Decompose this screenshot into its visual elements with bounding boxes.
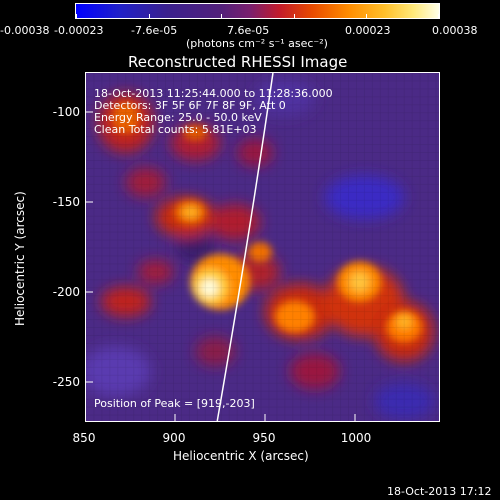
y-tick-label: -100 (52, 105, 80, 119)
x-axis-label: Heliocentric X (arcsec) (173, 449, 309, 463)
colorbar-tick-label: 0.00038 (432, 24, 478, 37)
peak-position-label: Position of Peak = [919,-203] (94, 397, 255, 410)
solar-limb-line (216, 73, 274, 421)
info-line: Energy Range: 25.0 - 50.0 keV (94, 111, 262, 124)
y-tick-label: -250 (52, 375, 80, 389)
y-tick-label: -150 (52, 195, 80, 209)
timestamp: 18-Oct-2013 17:12 (387, 485, 492, 498)
info-line: Detectors: 3F 5F 6F 7F 8F 9F, Att 0 (94, 99, 286, 112)
info-line: Clean Total counts: 5.81E+03 (94, 123, 257, 136)
y-tick-label: -200 (52, 285, 80, 299)
colorbar-unit-label: (photons cm⁻² s⁻¹ asec⁻²) (186, 37, 328, 50)
plot-title: Reconstructed RHESSI Image (128, 53, 348, 71)
image-plot: 18-Oct-2013 11:25:44.000 to 11:28:36.000… (85, 72, 440, 422)
y-axis-label: Heliocentric Y (arcsec) (13, 191, 27, 326)
colorbar-tick-label: -0.00023 (54, 24, 104, 37)
x-tick-label: 850 (72, 431, 96, 445)
x-tick-label: 950 (252, 431, 276, 445)
info-line: 18-Oct-2013 11:25:44.000 to 11:28:36.000 (94, 87, 333, 100)
x-tick-label: 900 (162, 431, 186, 445)
colorbar (75, 3, 440, 19)
colorbar-tick-label: 0.00023 (345, 24, 391, 37)
colorbar-tick-label: 7.6e-05 (227, 24, 270, 37)
colorbar-tick-label: -7.6e-05 (131, 24, 178, 37)
colorbar-tick-label: -0.00038 (0, 24, 50, 37)
x-tick-label: 1000 (340, 431, 372, 445)
heatmap-image (86, 73, 439, 421)
